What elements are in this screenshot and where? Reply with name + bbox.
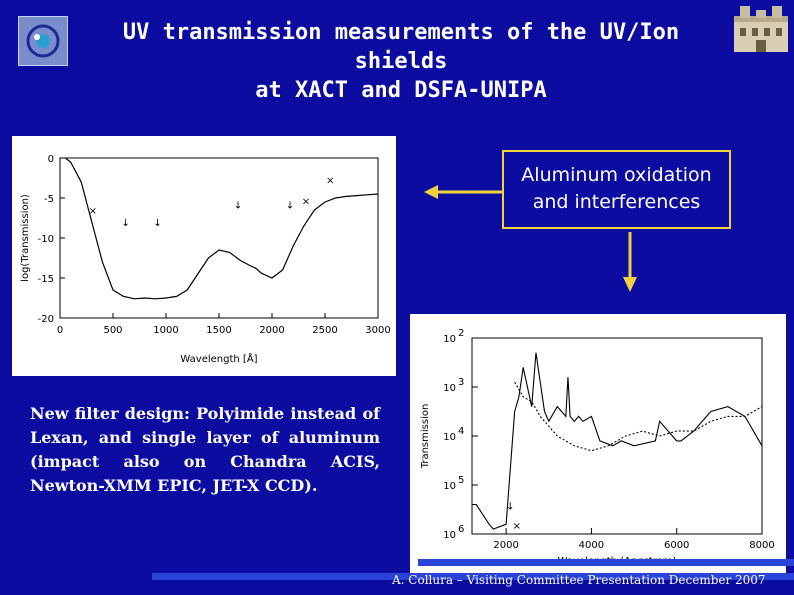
- arrow-left: [424, 185, 502, 199]
- y-tick-label: 10: [443, 383, 456, 394]
- x-tick-label: 6000: [664, 540, 689, 551]
- log-transmission-chart: 0 500 1000 1500 2000 2500 3000 0 -5 -10 -15 -20 Wave…: [12, 136, 396, 376]
- x-tick-label: 1500: [206, 325, 231, 336]
- footer-bar-upper: [418, 559, 794, 566]
- transmission-chart: 2000400060008000102103104105106Wavelengt…: [410, 314, 786, 580]
- x-tick-label: 2000: [259, 325, 284, 336]
- transmission-curve: [64, 157, 379, 300]
- y-tick-exponent: 2: [458, 328, 464, 339]
- title-line-3: at XACT and DSFA-UNIPA: [255, 78, 547, 103]
- y-tick-label: 10: [443, 334, 456, 345]
- data-marker: ×: [326, 176, 334, 187]
- x-axis-label: Wavelength [Å]: [180, 352, 257, 365]
- slide-title: UV transmission measurements of the UV/I…: [70, 18, 732, 105]
- palace-logo: [732, 2, 790, 54]
- callout-line-2: and interferences: [532, 191, 701, 213]
- y-tick-label: -5: [44, 194, 54, 205]
- y-tick-label: 0: [48, 154, 54, 165]
- data-marker: ×: [89, 206, 97, 217]
- y-tick-exponent: 6: [458, 524, 464, 535]
- institute-logo: [18, 16, 68, 66]
- y-tick-label: 10: [443, 432, 456, 443]
- arrow-left-head: [424, 185, 438, 199]
- x-tick-label: 1000: [153, 325, 178, 336]
- x-tick-label: 500: [103, 325, 122, 336]
- x-tick-label: 3000: [365, 325, 390, 336]
- x-tick-label: 2000: [493, 540, 518, 551]
- transmission-curve-dotted: [514, 381, 763, 452]
- y-tick-label: -15: [38, 274, 54, 285]
- data-marker: ×: [513, 521, 521, 532]
- y-axis-label: Transmission: [420, 404, 431, 470]
- data-marker: ↓: [286, 200, 294, 211]
- transmission-svg: 2000400060008000102103104105106Wavelengt…: [420, 328, 775, 567]
- footer-bar-lower: [152, 573, 794, 580]
- x-tick-label: 8000: [749, 540, 774, 551]
- data-marker: ×: [302, 196, 310, 207]
- arrow-down-head: [623, 277, 637, 292]
- x-tick-label: 0: [57, 325, 63, 336]
- data-marker: ↓: [506, 502, 514, 513]
- callout-line-1: Aluminum oxidation: [521, 164, 712, 186]
- data-marker: ↓: [122, 218, 130, 229]
- arrow-down: [623, 232, 637, 292]
- data-marker: ↓: [234, 200, 242, 211]
- x-tick-label: 2500: [312, 325, 337, 336]
- data-marker: ↓: [153, 218, 161, 229]
- y-tick-exponent: 4: [458, 426, 464, 437]
- footer-text: A. Collura – Visiting Committee Presenta…: [392, 573, 766, 587]
- y-tick-label: 10: [443, 530, 456, 541]
- y-tick-exponent: 5: [458, 475, 464, 486]
- y-tick-label: 10: [443, 481, 456, 492]
- plot-frame: [471, 337, 763, 535]
- y-tick-label: -20: [38, 314, 54, 325]
- x-tick-label: 4000: [579, 540, 604, 551]
- y-axis-label: log(Transmission): [20, 194, 31, 282]
- log-transmission-svg: 0 500 1000 1500 2000 2500 3000 0 -5 -10 -15 -20 Wave…: [20, 154, 391, 365]
- title-line-1: UV transmission measurements of the UV/I…: [122, 20, 680, 45]
- oxidation-callout: Aluminum oxidation and interferences: [502, 150, 731, 229]
- y-tick-exponent: 3: [458, 377, 464, 388]
- transmission-curve-solid: [472, 352, 763, 530]
- y-tick-label: -10: [38, 234, 54, 245]
- title-line-2: shields: [354, 49, 448, 74]
- filter-design-note: New filter design: Polyimide instead of …: [30, 404, 380, 495]
